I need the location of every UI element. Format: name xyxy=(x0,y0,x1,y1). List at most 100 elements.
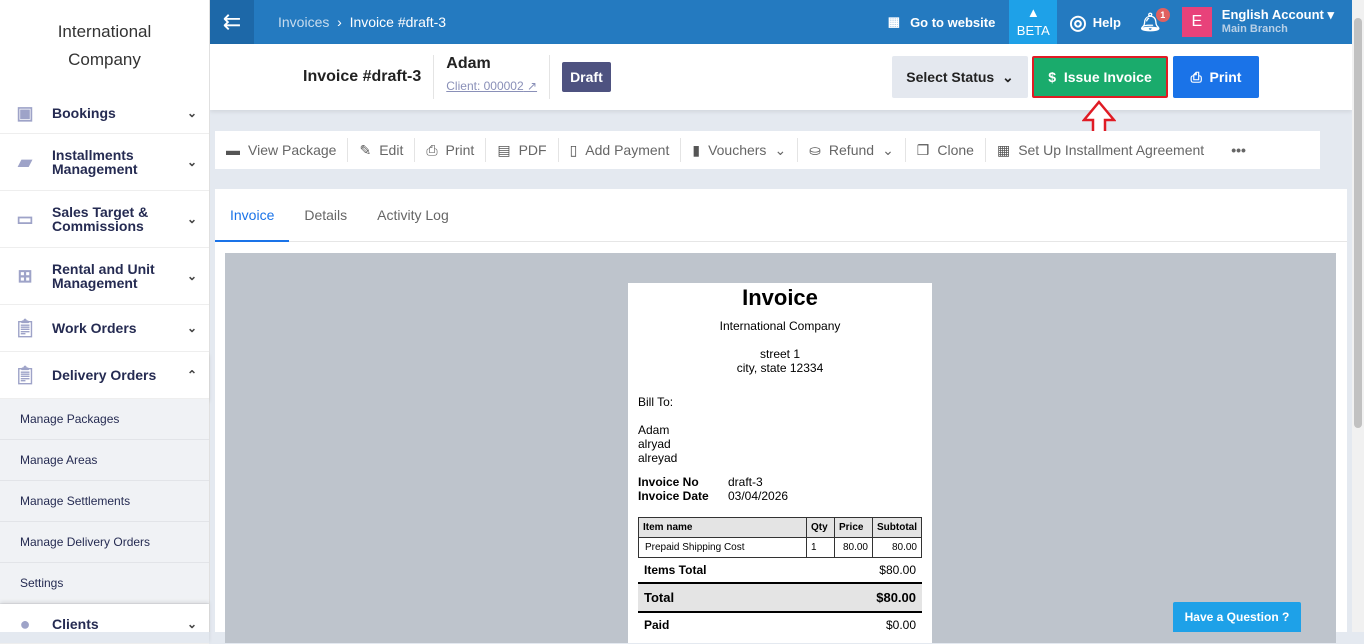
invoice-preview: Invoice International Company street 1 c… xyxy=(225,253,1336,643)
invoice-city: city, state 12334 xyxy=(736,361,824,375)
toolbar-button-1[interactable]: ✎ Edit xyxy=(348,138,416,162)
chevron-down-icon: ⌄ xyxy=(1001,68,1014,85)
account-menu[interactable]: English Account ▾ Main Branch xyxy=(1221,7,1334,35)
chevron-up-icon: ⌃ xyxy=(186,368,197,382)
items-total: $80.00 xyxy=(879,563,916,577)
bill-to-label: Bill To: xyxy=(638,395,674,409)
col-header: Price xyxy=(834,517,873,538)
breadcrumb: Invoices › Invoice #draft-3 xyxy=(278,14,447,30)
toolbar-button-7[interactable]: ❐ Clone xyxy=(906,138,986,162)
items-total-label: Items Total xyxy=(644,563,707,577)
notification-badge: 1 xyxy=(1155,7,1170,22)
toolbar-button-8[interactable]: ▦ Set Up Installment Agreement xyxy=(996,141,1205,159)
more-options-button[interactable]: ••• xyxy=(1231,142,1246,158)
help-link[interactable]: Help xyxy=(1092,14,1121,30)
clipboard-icon: 📋︎ xyxy=(13,318,37,338)
rental-icon: ⊞ xyxy=(17,266,33,286)
issue-invoice-button[interactable]: $ Issue Invoice xyxy=(1032,56,1168,98)
tab-2[interactable]: Activity Log xyxy=(377,207,449,223)
total: $80.00 xyxy=(876,590,916,605)
user-icon: ● xyxy=(19,613,31,634)
invoice-header: Invoice #draft-3 Adam Client: 000002 ↗ D… xyxy=(210,44,1352,110)
rocket-icon: ▲ xyxy=(1026,5,1040,20)
refund-icon: ⛀ xyxy=(809,141,821,158)
chevron-down-icon: ⌄ xyxy=(186,321,197,335)
invoice-date-label: Invoice Date xyxy=(638,489,709,503)
sidebar-subitem[interactable]: Manage Packages xyxy=(0,399,209,440)
question-icon: ? xyxy=(1282,610,1290,624)
chevron-down-icon: ⌄ xyxy=(186,616,197,631)
bill-to-line: alreyad xyxy=(638,451,678,465)
voucher-icon: ▮ xyxy=(692,141,701,158)
sidebar-item-0[interactable]: ▣ Bookings ⌄ xyxy=(0,92,209,134)
toolbar-button-5[interactable]: ▮ Vouchers ⌄ xyxy=(681,138,799,162)
installment-icon: ▦ xyxy=(996,141,1011,158)
invoice-street: street 1 xyxy=(759,347,801,361)
chevron-down-icon: ⌄ xyxy=(186,155,197,169)
toolbar-button-3[interactable]: ▤ PDF xyxy=(486,138,559,162)
invoice-document: Invoice International Company street 1 c… xyxy=(628,283,932,643)
status-badge: Draft xyxy=(562,62,611,92)
sidebar-item-3[interactable]: ⊞ Rental and Unit Management ⌄ xyxy=(0,248,209,305)
invoice-no: draft-3 xyxy=(728,475,763,489)
sidebar-item-clients[interactable]: ● Clients ⌄ xyxy=(0,604,209,644)
client-name: Adam xyxy=(446,55,491,72)
toolbar-button-0[interactable]: ▬ View Package xyxy=(215,138,349,162)
money-icon: ▭ xyxy=(16,209,34,229)
booking-icon: ▣ xyxy=(16,102,34,123)
col-header: Qty xyxy=(806,517,835,538)
pdf-icon: ▤ xyxy=(497,141,511,158)
invoice-company: International Company xyxy=(719,319,841,333)
table-row: Prepaid Shipping Cost 1 80.00 80.00 xyxy=(638,537,922,558)
print-button[interactable]: ⎙ Print xyxy=(1173,56,1259,98)
tab-0[interactable]: Invoice xyxy=(215,189,290,242)
items-table: Item name Qty Price Subtotal Prepaid Shippi… xyxy=(638,517,922,558)
clipboard-icon: 📋︎ xyxy=(13,365,37,385)
cell: Prepaid Shipping Cost xyxy=(638,537,807,558)
sidebar-subitem[interactable]: Manage Delivery Orders xyxy=(0,522,209,563)
total-label: Total xyxy=(644,590,675,605)
printer-icon: ⎙ xyxy=(426,141,438,158)
sidebar-item-4[interactable]: 📋︎ Work Orders ⌄ xyxy=(0,305,209,352)
sidebar: International Company ▣ Bookings ⌄ ▰ Install… xyxy=(0,0,210,644)
bell-icon[interactable]: 🔔︎ 1 xyxy=(1139,7,1170,33)
sidebar-subitem[interactable]: Manage Settlements xyxy=(0,481,209,522)
invoice-no-label: Invoice No xyxy=(638,475,699,489)
have-a-question-button[interactable]: Have a Question ? xyxy=(1173,602,1301,632)
invoice-date: 03/04/2026 xyxy=(728,489,789,503)
lifebuoy-icon: ◎ xyxy=(1069,11,1087,34)
bill-to-line: Adam xyxy=(638,423,670,437)
select-status-dropdown[interactable]: Select Status ⌄ xyxy=(892,56,1028,98)
go-to-website-link[interactable]: Go to website xyxy=(910,14,996,30)
toolbar-button-4[interactable]: ▯ Add Payment xyxy=(559,138,682,162)
cell: 1 xyxy=(806,537,835,558)
client-link[interactable]: Client: 000002 ↗ xyxy=(446,79,538,93)
collapse-sidebar-button[interactable]: ⇇ xyxy=(210,0,254,44)
content-panel: Invoice Details Activity Log Invoice Inter… xyxy=(215,189,1347,643)
pencil-icon: ✎ xyxy=(359,141,372,158)
action-toolbar: ▬ View Package ✎ Edit ⎙ Print ▤ PDF ▯ Add Payment… xyxy=(215,131,1320,169)
company-name: International Company xyxy=(57,22,152,69)
chevron-down-icon: ⌄ xyxy=(186,269,197,283)
chevron-down-icon: ⌄ xyxy=(186,212,197,226)
paid: $0.00 xyxy=(885,618,916,632)
breadcrumb-current: Invoice #draft-3 xyxy=(349,14,447,30)
breadcrumb-invoices[interactable]: Invoices xyxy=(278,14,330,30)
toolbar-button-6[interactable]: ⛀ Refund ⌄ xyxy=(798,138,906,162)
chevron-down-icon: ⌄ xyxy=(186,105,197,120)
col-header: Subtotal xyxy=(872,517,922,538)
tab-1[interactable]: Details xyxy=(304,207,348,223)
toolbar-button-2[interactable]: ⎙ Print xyxy=(415,138,487,162)
sidebar-subitem[interactable]: Settings xyxy=(0,563,209,604)
sidebar-item-1[interactable]: ▰ Installments Management ⌄ xyxy=(0,134,209,191)
invoice-heading: Invoice xyxy=(742,285,818,310)
sidebar-item-5[interactable]: 📋︎ Delivery Orders ⌃ xyxy=(0,352,209,399)
dollar-icon: $ xyxy=(1048,69,1057,85)
beta-button[interactable]: ▲ BETA xyxy=(1009,0,1058,44)
sidebar-item-2[interactable]: ▭ Sales Target & Commissions ⌄ xyxy=(0,191,209,248)
avatar[interactable]: E xyxy=(1181,7,1212,37)
cell: 80.00 xyxy=(872,537,922,558)
package-icon: ▬ xyxy=(226,142,240,158)
scrollbar[interactable] xyxy=(1352,0,1364,632)
sidebar-subitem[interactable]: Manage Areas xyxy=(0,440,209,481)
